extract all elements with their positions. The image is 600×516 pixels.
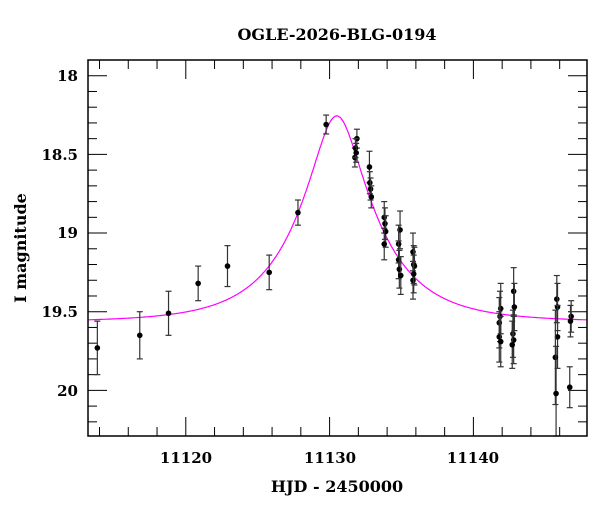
data-point	[94, 320, 101, 376]
data-point-marker	[94, 345, 101, 351]
data-point-marker	[224, 263, 231, 269]
y-tick-label: 19.5	[41, 303, 78, 321]
y-axis-label: I magnitude	[11, 193, 30, 303]
data-point-marker	[568, 313, 574, 320]
data-point-marker	[165, 310, 172, 317]
data-point	[195, 265, 202, 302]
data-point-marker	[566, 384, 573, 391]
data-point-marker	[552, 354, 559, 361]
data-point-marker	[395, 256, 402, 263]
data-point	[397, 256, 404, 296]
model-curve-line	[88, 115, 588, 321]
data-point	[224, 245, 231, 288]
data-point	[165, 290, 172, 336]
data-point	[410, 254, 417, 294]
data-point	[266, 254, 273, 291]
x-tick-label: 11140	[447, 449, 499, 467]
data-point	[381, 207, 388, 240]
data-point-marker	[295, 209, 301, 216]
data-point-marker	[368, 194, 375, 200]
data-point-marker	[266, 269, 272, 276]
data-point	[294, 199, 301, 226]
data-point	[553, 345, 560, 437]
axis-ticks	[88, 60, 587, 436]
data-point-marker	[382, 220, 388, 227]
data-point	[395, 240, 402, 280]
data-point-marker	[397, 272, 404, 279]
data-point-marker	[367, 179, 373, 186]
data-point-marker	[510, 330, 516, 337]
data-point	[510, 315, 517, 365]
data-points	[94, 114, 575, 437]
data-point	[509, 320, 516, 369]
data-point	[381, 227, 388, 261]
data-point-marker	[410, 277, 416, 284]
model-curve	[88, 115, 588, 321]
data-point-marker	[366, 164, 373, 170]
data-point-marker	[497, 338, 504, 345]
chart-title: OGLE-2026-BLG-0194	[237, 25, 436, 44]
data-point	[552, 309, 559, 406]
y-tick-label: 18.5	[41, 146, 78, 164]
data-point	[496, 311, 503, 363]
data-point-marker	[353, 150, 359, 156]
y-tick-label: 20	[57, 382, 78, 400]
data-point	[497, 315, 504, 368]
data-point	[368, 185, 375, 209]
data-point-marker	[553, 390, 559, 397]
y-tick-label: 19	[57, 224, 78, 242]
data-point	[567, 304, 574, 338]
data-point-marker	[567, 318, 574, 324]
data-point	[323, 114, 330, 135]
data-point-marker	[136, 332, 143, 339]
data-point-marker	[381, 241, 388, 247]
data-point	[136, 311, 143, 360]
y-tick-label: 18	[57, 67, 78, 85]
data-point	[353, 142, 360, 163]
data-point	[566, 366, 573, 409]
data-point-marker	[509, 341, 516, 348]
data-point-marker	[367, 186, 374, 192]
data-point-marker	[510, 288, 517, 295]
data-point-marker	[410, 271, 417, 277]
data-point	[509, 309, 516, 358]
x-tick-label: 11120	[160, 449, 212, 467]
data-point-marker	[511, 304, 518, 310]
x-axis-label: HJD - 2450000	[271, 477, 403, 496]
data-point-marker	[195, 280, 201, 287]
data-point-marker	[352, 145, 359, 151]
data-point-marker	[554, 334, 561, 340]
plot-frame	[87, 59, 588, 437]
x-tick-label: 11130	[304, 449, 356, 467]
data-point-marker	[554, 296, 560, 302]
data-point-marker	[323, 121, 329, 128]
data-point	[553, 274, 560, 324]
